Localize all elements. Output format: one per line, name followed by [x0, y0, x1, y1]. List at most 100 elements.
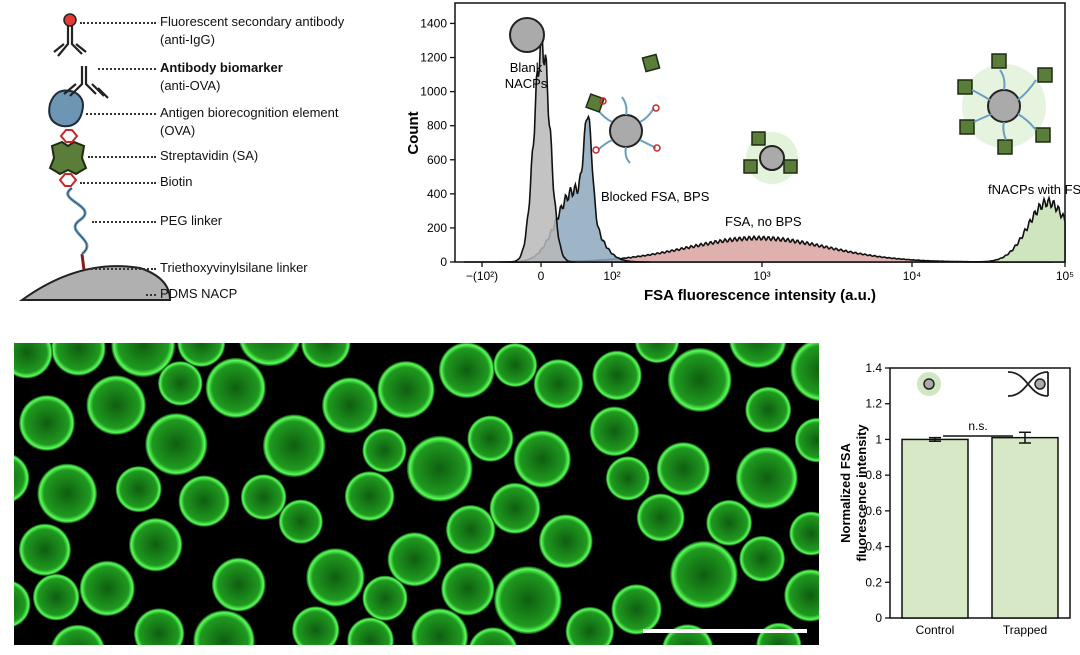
barchart-ylabel-line2: fluorescence intensity	[854, 424, 869, 562]
bar-ytick-label: 1.2	[865, 397, 882, 411]
bar-ytick-label: 0.6	[865, 504, 882, 518]
microbead	[789, 511, 819, 556]
microbead	[322, 377, 378, 434]
microbead	[306, 548, 365, 607]
barchart-ylabel-line1: Normalized FSA	[840, 443, 853, 543]
microbead	[51, 624, 105, 645]
microbead	[784, 569, 819, 622]
leader-fluor	[80, 22, 156, 24]
histogram-ylabel: Count	[405, 111, 422, 154]
annot-nobps: FSA, no BPS	[725, 214, 802, 229]
fnacp-with-fsa-icon	[957, 53, 1053, 155]
biotin-hexagon	[58, 173, 78, 187]
sensor-schematic-panel: Fluorescent secondary antibody (anti-IgG…	[0, 0, 400, 310]
hist-xtick-label: 10⁴	[903, 269, 922, 283]
hist-xtick-label: −(10²)	[466, 269, 498, 283]
blocked-fsa-bps-icon	[585, 53, 661, 164]
microbead	[115, 466, 162, 513]
significance-label: n.s.	[968, 419, 987, 433]
bar-category-label: Trapped	[1003, 623, 1047, 637]
microbead	[14, 343, 53, 379]
microbead	[145, 413, 208, 476]
bar-ytick-label: 0.2	[865, 575, 882, 589]
microbead	[133, 608, 185, 645]
streptavidin-shape	[48, 140, 88, 176]
microbead	[441, 562, 495, 616]
microbead	[239, 343, 301, 367]
microbead	[794, 417, 819, 463]
label-biotin: Biotin	[160, 174, 193, 189]
bar-control	[901, 438, 969, 619]
fsa-no-bps-icon	[743, 131, 798, 184]
microbead	[790, 343, 819, 402]
microbead	[362, 428, 407, 473]
label-fluor-line1: Fluorescent secondary antibody	[160, 14, 345, 29]
hist-ytick-label: 0	[440, 255, 447, 269]
microbead	[469, 627, 517, 645]
antibody-biomarker-icon	[63, 66, 109, 99]
microbead	[494, 566, 562, 634]
microbead	[211, 557, 266, 612]
microbead	[411, 608, 469, 645]
microbead	[493, 343, 538, 387]
label-peg: PEG linker	[160, 213, 223, 228]
hist-ytick-label: 800	[427, 119, 447, 133]
micrograph-image	[14, 343, 819, 645]
hist-ytick-label: 400	[427, 187, 447, 201]
biotin-hexagon-upper	[59, 129, 79, 143]
peg-linker	[66, 186, 89, 256]
microbead	[592, 350, 642, 401]
leader-sa	[88, 156, 156, 158]
histogram-xlabel: FSA fluorescence intensity (a.u.)	[644, 287, 876, 304]
microbead	[635, 343, 680, 364]
microbead	[445, 505, 496, 555]
microbead	[205, 357, 266, 418]
normalized-fsa-barchart-panel: 0 0.2 0.4 0.6 0.8 1 1.2 1.4 Control Trapped n.s.…	[838, 340, 1080, 650]
microbead	[377, 361, 435, 419]
microbead	[240, 474, 287, 520]
microbead	[387, 532, 442, 587]
microbead	[79, 560, 135, 616]
hist-ytick-label: 1000	[420, 85, 447, 99]
microbead	[656, 442, 711, 496]
label-fluor-line2: (anti-IgG)	[160, 32, 215, 47]
antigen-blob	[48, 89, 84, 128]
microbead	[729, 343, 787, 368]
annot-blocked: Blocked FSA, BPS	[601, 189, 710, 204]
nacp-particle	[18, 265, 172, 301]
label-sa: Streptavidin (SA)	[160, 148, 259, 163]
microbead	[129, 518, 183, 572]
hist-ytick-label: 600	[427, 153, 447, 167]
leader-nacp	[146, 294, 156, 296]
microbead	[467, 415, 514, 462]
bar-ytick-label: 1	[875, 432, 882, 446]
annot-blank-line1: Blank	[510, 60, 543, 75]
fluorophore-dot	[63, 13, 77, 27]
microbead	[706, 499, 752, 546]
leader-antigen	[86, 113, 156, 115]
label-biomarker-line1: Antibody biomarker	[160, 60, 283, 75]
silane-linker	[80, 253, 86, 271]
microbead	[489, 482, 541, 534]
microbead	[739, 535, 785, 582]
microbead	[735, 446, 798, 509]
hist-xtick-label: 0	[538, 269, 545, 283]
leader-silane	[88, 268, 156, 270]
bar-category-label: Control	[916, 623, 955, 637]
trapped-bead-icon	[1007, 371, 1049, 397]
fluorescence-micrograph	[14, 343, 819, 645]
leader-biotin	[80, 182, 156, 184]
microbead	[636, 493, 685, 542]
secondary-antibody-icon	[53, 26, 87, 57]
sensor-stack-drawing	[18, 13, 172, 301]
microbead	[278, 499, 323, 544]
microbead	[292, 606, 340, 645]
microbead	[406, 435, 473, 502]
label-silane: Triethoxyvinylsilane linker	[160, 260, 308, 275]
blank-nacp-icon	[509, 17, 545, 53]
microbead	[362, 575, 408, 621]
microbead	[662, 624, 714, 645]
bar-ytick-label: 0.4	[865, 540, 882, 554]
microbead	[86, 375, 146, 435]
microbead	[14, 454, 30, 502]
